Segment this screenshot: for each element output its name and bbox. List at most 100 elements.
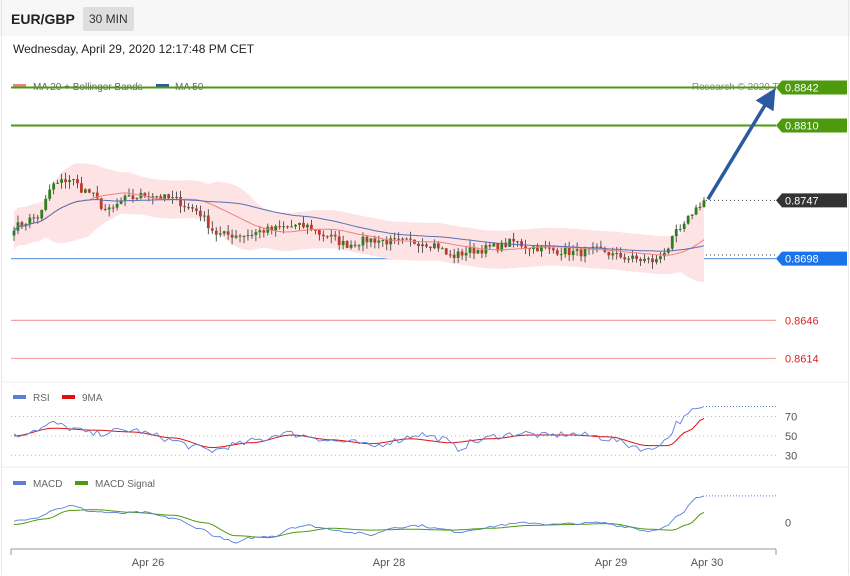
candle-body bbox=[99, 198, 103, 209]
candle-body bbox=[210, 228, 214, 231]
level-label-3: 0.8646 bbox=[785, 315, 819, 327]
candle-body bbox=[651, 258, 654, 263]
x-tick-label-apr26: Apr 26 bbox=[132, 557, 164, 569]
candle-body bbox=[397, 238, 401, 240]
candle-body bbox=[171, 197, 175, 199]
candle-body bbox=[369, 238, 373, 243]
candle-body bbox=[480, 250, 484, 254]
candle-body bbox=[373, 238, 377, 243]
timeframe-badge[interactable]: 30 MIN bbox=[83, 7, 134, 31]
candle-body bbox=[674, 229, 678, 237]
candle-body bbox=[40, 209, 44, 219]
macd-legend: MACD MACD Signal bbox=[13, 479, 155, 490]
candle-body bbox=[381, 239, 385, 241]
candle-body bbox=[20, 222, 24, 226]
candle-body bbox=[488, 245, 492, 247]
candle-body bbox=[278, 226, 282, 228]
candle-body bbox=[87, 189, 91, 193]
last-price-label: 0.8747 bbox=[785, 195, 819, 207]
rsi-level-label-2: 30 bbox=[785, 450, 797, 462]
candle-body bbox=[627, 258, 631, 260]
candle-body bbox=[421, 244, 424, 247]
candle-body bbox=[250, 234, 254, 236]
candle-body bbox=[234, 235, 238, 238]
candle-body bbox=[32, 217, 36, 219]
legend-swatch-rsi-ma bbox=[62, 395, 75, 399]
candle-body bbox=[508, 238, 512, 247]
candle-body bbox=[270, 226, 274, 231]
candle-body bbox=[635, 255, 638, 260]
candle-body bbox=[389, 238, 393, 245]
candle-body bbox=[444, 248, 448, 255]
candle-body bbox=[571, 250, 575, 256]
candle-body bbox=[286, 226, 290, 228]
level-tag-1 bbox=[776, 118, 847, 133]
candle-body bbox=[310, 224, 313, 230]
candle-body bbox=[611, 253, 615, 256]
candle-body bbox=[472, 247, 476, 254]
candle-body bbox=[440, 248, 444, 250]
legend-label-macd-signal: MACD Signal bbox=[95, 479, 155, 490]
candle-body bbox=[361, 236, 365, 246]
candle-body bbox=[425, 244, 428, 247]
candle-body bbox=[167, 194, 171, 199]
candle-body bbox=[555, 250, 559, 255]
candle-body bbox=[428, 246, 432, 249]
candle-body bbox=[417, 243, 420, 247]
candle-body bbox=[60, 179, 63, 183]
bollinger-band-area bbox=[14, 163, 704, 282]
rsi-line bbox=[13, 406, 705, 453]
symbol-title: EUR/GBP bbox=[11, 11, 75, 27]
candle-body bbox=[559, 254, 563, 256]
candle-body bbox=[658, 256, 662, 260]
legend-label-rsi: RSI bbox=[33, 393, 50, 404]
candle-body bbox=[377, 240, 381, 243]
candle-body bbox=[52, 183, 56, 190]
candle-body bbox=[135, 198, 139, 200]
candle-body bbox=[44, 198, 48, 210]
candle-body bbox=[345, 240, 349, 248]
candle-body bbox=[68, 180, 71, 183]
macd-signal-line bbox=[13, 509, 705, 539]
candle-body bbox=[206, 215, 210, 229]
last-price-tag bbox=[776, 193, 847, 208]
candle-body bbox=[607, 251, 611, 256]
level-label-4: 0.8614 bbox=[785, 353, 819, 365]
candle-body bbox=[385, 239, 389, 245]
bollinger-bands bbox=[14, 163, 704, 282]
candle-body bbox=[512, 238, 516, 242]
candle-body bbox=[226, 231, 230, 235]
legend-swatch-macd-signal bbox=[75, 481, 88, 485]
candle-body bbox=[238, 235, 242, 237]
candle-body bbox=[214, 230, 218, 235]
candle-body bbox=[540, 246, 543, 252]
rsi-level-label-1: 50 bbox=[785, 431, 797, 443]
level-label-2: 0.8698 bbox=[785, 254, 819, 266]
candle-body bbox=[72, 179, 75, 181]
candle-body bbox=[262, 230, 266, 233]
candle-body bbox=[175, 197, 178, 199]
candle-body bbox=[36, 217, 40, 219]
rsi-panel: 70 50 30 bbox=[11, 405, 797, 462]
candle-body bbox=[409, 238, 412, 240]
ma20-line bbox=[13, 192, 705, 256]
candle-body bbox=[524, 246, 527, 249]
candle-body bbox=[163, 194, 167, 199]
candle-body bbox=[119, 200, 123, 204]
candle-body bbox=[500, 242, 504, 251]
candle-body bbox=[115, 203, 119, 208]
candle-body bbox=[686, 215, 690, 224]
candle-body bbox=[702, 200, 706, 207]
candle-body bbox=[107, 207, 111, 210]
candle-body bbox=[76, 179, 79, 184]
candle-body bbox=[365, 236, 369, 243]
candle-body bbox=[432, 243, 436, 249]
level-label-1: 0.8810 bbox=[785, 120, 819, 132]
legend-swatch-rsi bbox=[13, 395, 26, 399]
legend-label-macd: MACD bbox=[33, 479, 62, 490]
candle-body bbox=[436, 243, 440, 249]
candle-body bbox=[254, 232, 258, 235]
candle-body bbox=[198, 210, 202, 217]
legend-label-rsi-ma: 9MA bbox=[82, 393, 103, 404]
candle-body bbox=[222, 231, 226, 234]
